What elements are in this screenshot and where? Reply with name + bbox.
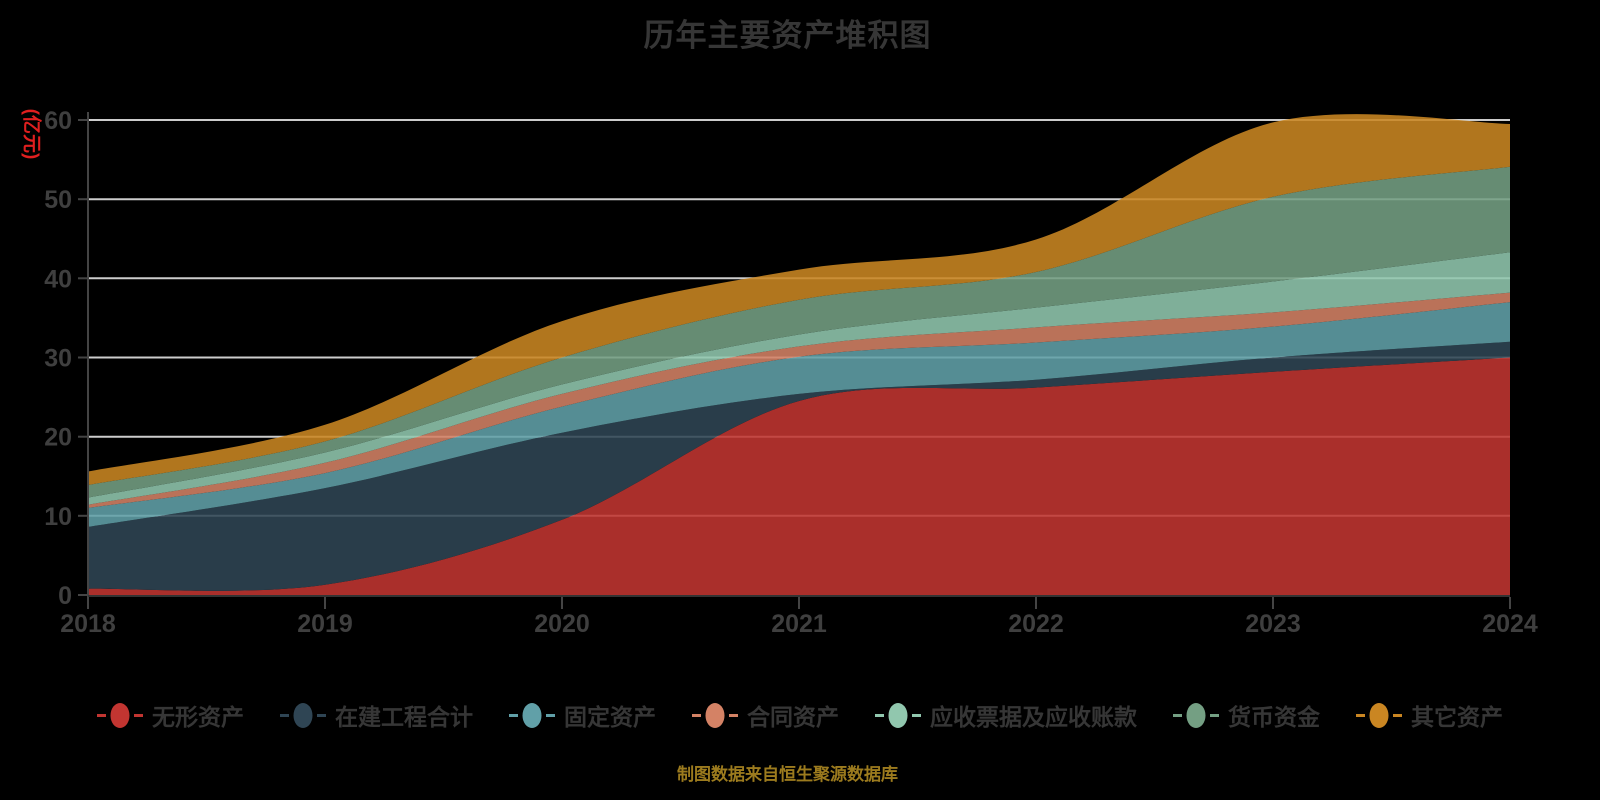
legend-marker-icon [1173, 702, 1219, 728]
legend-marker-icon [280, 702, 326, 728]
legend-item-5[interactable]: 货币资金 [1173, 698, 1320, 732]
legend-marker-icon [692, 702, 738, 728]
legend-marker-icon [509, 702, 555, 728]
y-tick-label: 10 [44, 503, 72, 531]
legend-label: 无形资产 [152, 704, 244, 730]
x-tick-label: 2024 [1482, 610, 1538, 638]
x-tick-label: 2021 [771, 610, 827, 638]
legend-item-2[interactable]: 固定资产 [509, 698, 656, 732]
legend-item-3[interactable]: 合同资产 [692, 698, 839, 732]
legend-item-4[interactable]: 应收票据及应收账款 [875, 698, 1137, 732]
y-tick-label: 30 [44, 345, 72, 373]
legend-label: 固定资产 [564, 704, 656, 730]
area-band [88, 114, 1510, 485]
x-tick-label: 2019 [297, 610, 353, 638]
legend-label: 应收票据及应收账款 [930, 704, 1137, 730]
legend-marker-icon [1356, 702, 1402, 728]
legend-label: 合同资产 [747, 704, 839, 730]
y-tick-label: 60 [44, 107, 72, 135]
chart-title: 历年主要资产堆积图 [643, 18, 932, 53]
area-band [88, 252, 1510, 505]
legend-label: 在建工程合计 [335, 704, 473, 730]
legend-marker-icon [97, 702, 143, 728]
area-band [88, 302, 1510, 527]
x-tick-label: 2022 [1008, 610, 1064, 638]
area-band [88, 341, 1510, 591]
legend-item-0[interactable]: 无形资产 [97, 698, 244, 732]
legend-label: 货币资金 [1228, 704, 1320, 730]
area-series [88, 114, 1510, 595]
axes: 0 10 20 30 40 50 60 2018 2019 2020 2021 2022 2023 202… [44, 107, 1538, 638]
area-band [88, 357, 1510, 595]
legend-marker-icon [875, 702, 921, 728]
stacked-area-chart: 0 10 20 30 40 50 60 2018 2019 2020 2021 2022 2023 202… [44, 107, 1538, 638]
y-tick-label: 40 [44, 265, 72, 293]
area-band [88, 292, 1510, 508]
y-tick-label: 50 [44, 186, 72, 214]
y-tick-label: 0 [58, 582, 72, 610]
x-tick-label: 2020 [534, 610, 590, 638]
area-band [88, 166, 1510, 498]
chart-legend: 无形资产 在建工程合计 固定资产 合同资产 应收票据及应收账款 货币资金 其它资产 [0, 698, 1600, 732]
legend-item-1[interactable]: 在建工程合计 [280, 698, 473, 732]
data-source-note: 制图数据来自恒生聚源数据库 [677, 765, 898, 784]
legend-item-6[interactable]: 其它资产 [1356, 698, 1503, 732]
legend-label: 其它资产 [1411, 704, 1503, 730]
x-tick-label: 2018 [60, 610, 116, 638]
y-tick-label: 20 [44, 424, 72, 452]
x-tick-label: 2023 [1245, 610, 1301, 638]
